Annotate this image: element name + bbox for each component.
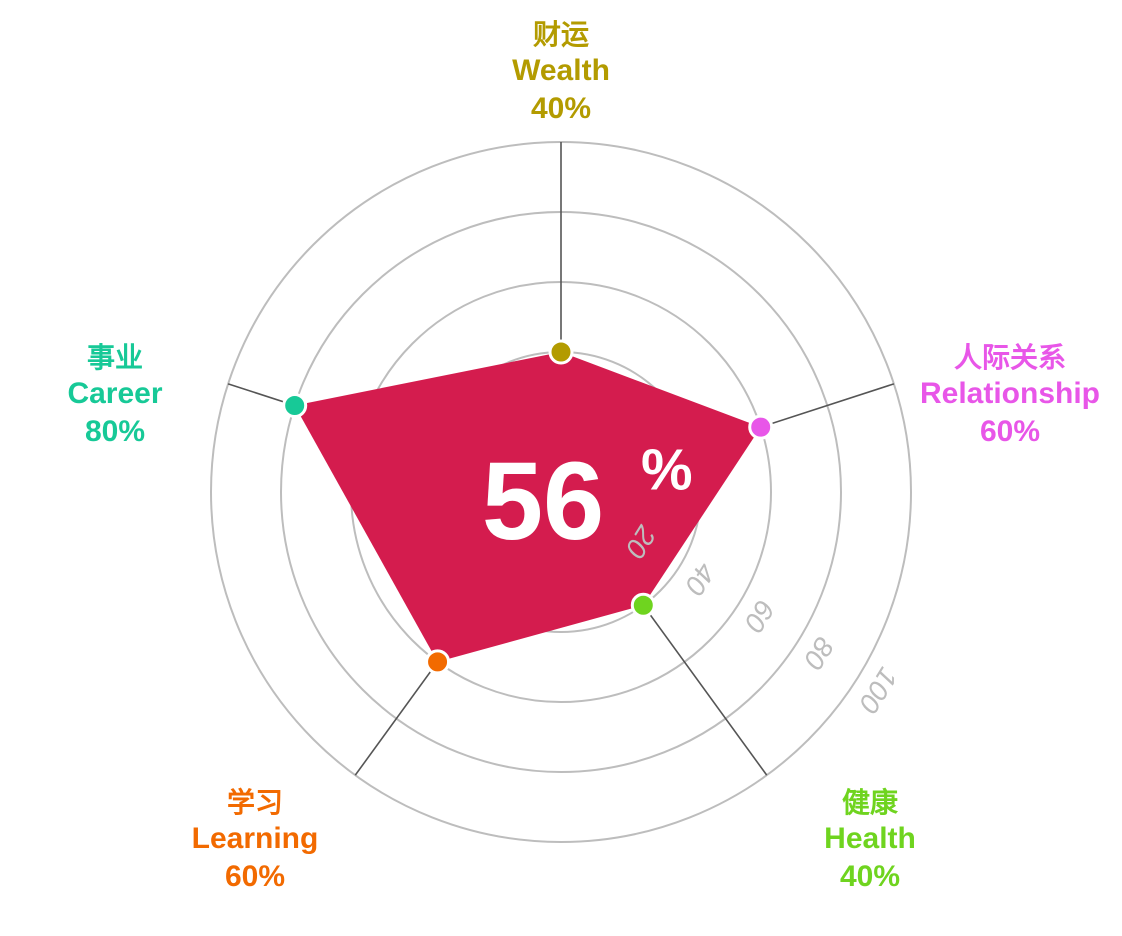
radar-svg: 2040608010056% bbox=[0, 0, 1122, 936]
axis-label-pct: 60% bbox=[192, 858, 319, 896]
axis-label-pct: 40% bbox=[824, 858, 916, 896]
marker-career bbox=[284, 394, 306, 416]
radar-chart: 2040608010056% 财运Wealth40%人际关系Relationsh… bbox=[0, 0, 1122, 936]
axis-label-en: Wealth bbox=[512, 52, 610, 90]
axis-label-cn: 学习 bbox=[192, 785, 319, 820]
axis-label-relationship: 人际关系Relationship60% bbox=[920, 340, 1100, 450]
axis-label-health: 健康Health40% bbox=[824, 785, 916, 895]
axis-label-learning: 学习Learning60% bbox=[192, 785, 319, 895]
axis-label-cn: 财运 bbox=[512, 17, 610, 52]
axis-label-en: Health bbox=[824, 820, 916, 858]
axis-label-cn: 健康 bbox=[824, 785, 916, 820]
center-score-value: 56 bbox=[482, 440, 604, 563]
ring-label: 80 bbox=[797, 632, 840, 675]
ring-label: 40 bbox=[679, 558, 722, 601]
center-score-suffix: % bbox=[641, 437, 693, 502]
marker-relationship bbox=[750, 416, 772, 438]
marker-wealth bbox=[550, 341, 572, 363]
axis-label-cn: 人际关系 bbox=[920, 340, 1100, 375]
axis-label-en: Career bbox=[67, 375, 162, 413]
ring-label: 100 bbox=[853, 662, 904, 718]
axis-label-wealth: 财运Wealth40% bbox=[512, 17, 610, 127]
axis-label-en: Relationship bbox=[920, 375, 1100, 413]
axis-label-pct: 40% bbox=[512, 90, 610, 128]
marker-learning bbox=[427, 651, 449, 673]
axis-label-pct: 80% bbox=[67, 413, 162, 451]
axis-label-career: 事业Career80% bbox=[67, 340, 162, 450]
axis-label-en: Learning bbox=[192, 820, 319, 858]
marker-health bbox=[632, 594, 654, 616]
axis-label-pct: 60% bbox=[920, 413, 1100, 451]
ring-label: 60 bbox=[738, 595, 781, 638]
axis-label-cn: 事业 bbox=[67, 340, 162, 375]
